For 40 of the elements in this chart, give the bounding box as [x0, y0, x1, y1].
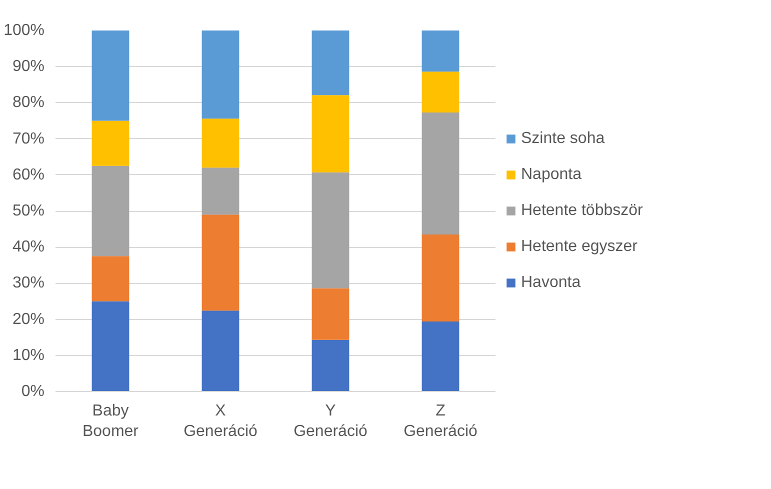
- y-tick-label: 20%: [12, 310, 45, 328]
- bar: [92, 120, 130, 166]
- bar: [202, 30, 240, 119]
- x-tick-label: Baby Boomer: [82, 402, 140, 440]
- y-tick-label: 90%: [12, 58, 45, 76]
- y-tick-label: 70%: [12, 130, 45, 148]
- legend-label: Hetente egyszer: [521, 238, 638, 256]
- y-tick-label: 80%: [12, 94, 45, 112]
- bar: [312, 172, 350, 288]
- bar: [312, 30, 350, 96]
- y-tick-label: 0%: [21, 383, 44, 400]
- bar: [92, 166, 130, 256]
- bar: [202, 118, 240, 168]
- x-tick-label: X Generáció: [184, 402, 258, 440]
- y-tick-label: 60%: [12, 166, 45, 184]
- bar: [202, 310, 240, 392]
- bar: [422, 321, 460, 392]
- bar: [422, 72, 460, 112]
- bar: [422, 234, 460, 322]
- legend-label: Naponta: [521, 166, 582, 184]
- legend-label: Havonta: [521, 274, 581, 292]
- y-tick-label: 50%: [12, 202, 45, 220]
- bar: [422, 112, 460, 234]
- bar: [202, 214, 240, 311]
- x-tick-label: Y Generáció: [294, 402, 368, 440]
- bar: [92, 301, 130, 392]
- legend-label: Hetente többször: [521, 202, 643, 220]
- y-tick-label: 10%: [12, 346, 45, 364]
- y-tick-label: 30%: [12, 274, 45, 292]
- bar: [312, 340, 350, 392]
- bar: [422, 30, 460, 72]
- bar: [92, 256, 130, 302]
- bar: [312, 288, 350, 340]
- x-tick-label: Z Generáció: [404, 402, 478, 440]
- bar: [92, 30, 130, 121]
- legend-label: Szinte soha: [521, 130, 605, 148]
- y-tick-label: 100%: [4, 22, 44, 39]
- y-tick-label: 40%: [12, 238, 45, 256]
- bar: [312, 95, 350, 172]
- bar: [202, 168, 240, 215]
